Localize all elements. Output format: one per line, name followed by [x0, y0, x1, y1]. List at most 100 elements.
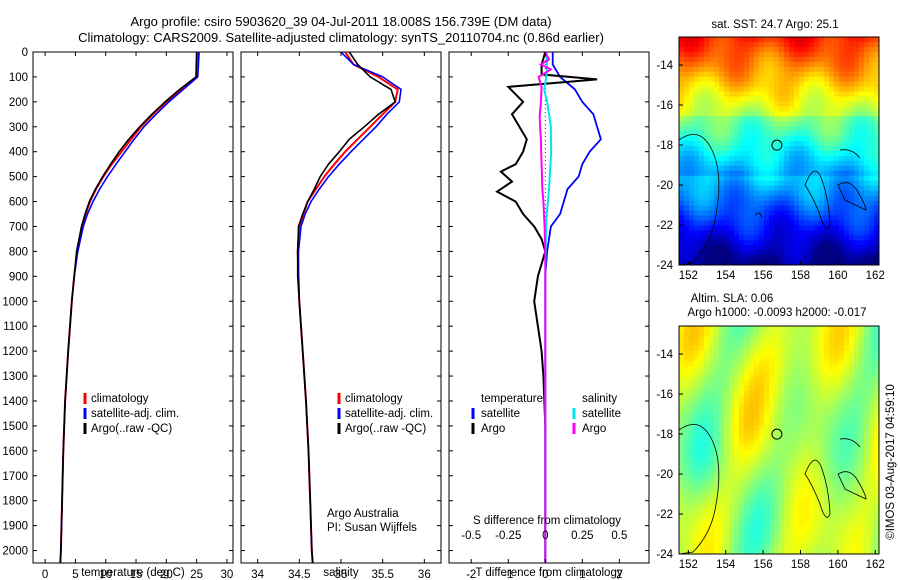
map-cell — [799, 225, 805, 231]
map-cell — [709, 250, 715, 256]
map-cell — [789, 66, 795, 73]
map-cell — [849, 185, 855, 192]
map-cell — [849, 355, 855, 362]
map-cell — [874, 215, 879, 221]
map-cell — [759, 215, 765, 221]
map-cell — [769, 185, 775, 192]
map-cell — [799, 51, 805, 58]
map-cell — [764, 360, 770, 367]
map-cell — [714, 56, 720, 63]
map-cell — [834, 514, 840, 520]
map-cell — [829, 459, 835, 466]
map-cell — [734, 91, 740, 97]
map-cell — [864, 340, 870, 347]
map-cell — [754, 509, 760, 515]
map-cell — [704, 549, 710, 554]
map-cell — [869, 37, 875, 43]
map-cell — [769, 484, 775, 490]
map-cell — [789, 141, 795, 147]
map-cell — [714, 255, 720, 261]
map-cell — [834, 250, 840, 256]
map-cell — [864, 350, 870, 357]
map-cell — [804, 355, 810, 362]
map-cell — [804, 440, 810, 446]
map-cell — [739, 215, 745, 221]
map-cell — [714, 116, 720, 122]
map-cell — [814, 131, 820, 137]
legend-satellite-label: satellite-adj. clim. — [91, 408, 179, 420]
map-cell — [754, 41, 760, 48]
map-cell — [684, 449, 690, 456]
map-cell — [699, 111, 705, 117]
map-cell — [784, 484, 790, 490]
map-cell — [839, 435, 845, 441]
map-cell — [824, 499, 830, 505]
map-cell — [759, 76, 765, 83]
map-cell — [844, 141, 850, 147]
map-cell — [794, 355, 800, 362]
map-cell — [794, 459, 800, 466]
map-cell — [759, 81, 765, 87]
map-cell — [869, 91, 875, 97]
map-cell — [724, 420, 730, 426]
map-cell — [739, 529, 745, 535]
map-cell — [689, 479, 695, 486]
map-cell — [834, 225, 840, 231]
map-cell — [759, 71, 765, 78]
map-cell — [849, 210, 855, 216]
map-cell — [734, 151, 740, 157]
map-cell — [729, 116, 735, 122]
map-cell — [869, 160, 875, 167]
map-cell — [704, 469, 710, 476]
map-cell — [679, 489, 685, 495]
map-cell — [744, 474, 750, 481]
map-cell — [784, 440, 790, 446]
map-cell — [774, 250, 780, 256]
map-cell — [839, 474, 845, 481]
map-cell — [704, 479, 710, 486]
map-cell — [719, 230, 725, 236]
map-cell — [764, 220, 770, 226]
map-cell — [749, 101, 755, 107]
map-cell — [804, 400, 810, 406]
map-cell — [679, 225, 685, 231]
map-cell — [869, 61, 875, 68]
map-cell — [834, 96, 840, 102]
map-cell — [799, 484, 805, 490]
map-cell — [699, 215, 705, 221]
map-cell — [679, 126, 685, 132]
map-cell — [714, 225, 720, 231]
map-cell — [704, 489, 710, 495]
map-cell — [704, 494, 710, 500]
map-cell — [714, 534, 720, 540]
map-cell — [874, 126, 879, 132]
map-cell — [794, 544, 800, 550]
map-cell — [689, 71, 695, 78]
map-cell — [779, 440, 785, 446]
map-cell — [814, 380, 820, 386]
map-cell — [719, 101, 725, 107]
map-cell — [819, 474, 825, 481]
map-cell — [709, 400, 715, 406]
map-cell — [744, 81, 750, 87]
map-cell — [784, 56, 790, 63]
map-cell — [739, 131, 745, 137]
map-cell — [779, 220, 785, 226]
map-cell — [819, 81, 825, 87]
map-cell — [814, 375, 820, 381]
map-cell — [729, 330, 735, 337]
map-cell — [799, 175, 805, 182]
map-cell — [699, 405, 705, 411]
map-cell — [709, 131, 715, 137]
map-x-tick-label: 154 — [716, 270, 736, 282]
map-cell — [854, 175, 860, 182]
map-cell — [874, 225, 879, 231]
map-cell — [744, 529, 750, 535]
map-cell — [804, 180, 810, 187]
map-cell — [794, 410, 800, 416]
map-cell — [739, 41, 745, 48]
map-cell — [869, 190, 875, 197]
map-cell — [814, 350, 820, 357]
map-cell — [789, 180, 795, 187]
map-cell — [749, 250, 755, 256]
